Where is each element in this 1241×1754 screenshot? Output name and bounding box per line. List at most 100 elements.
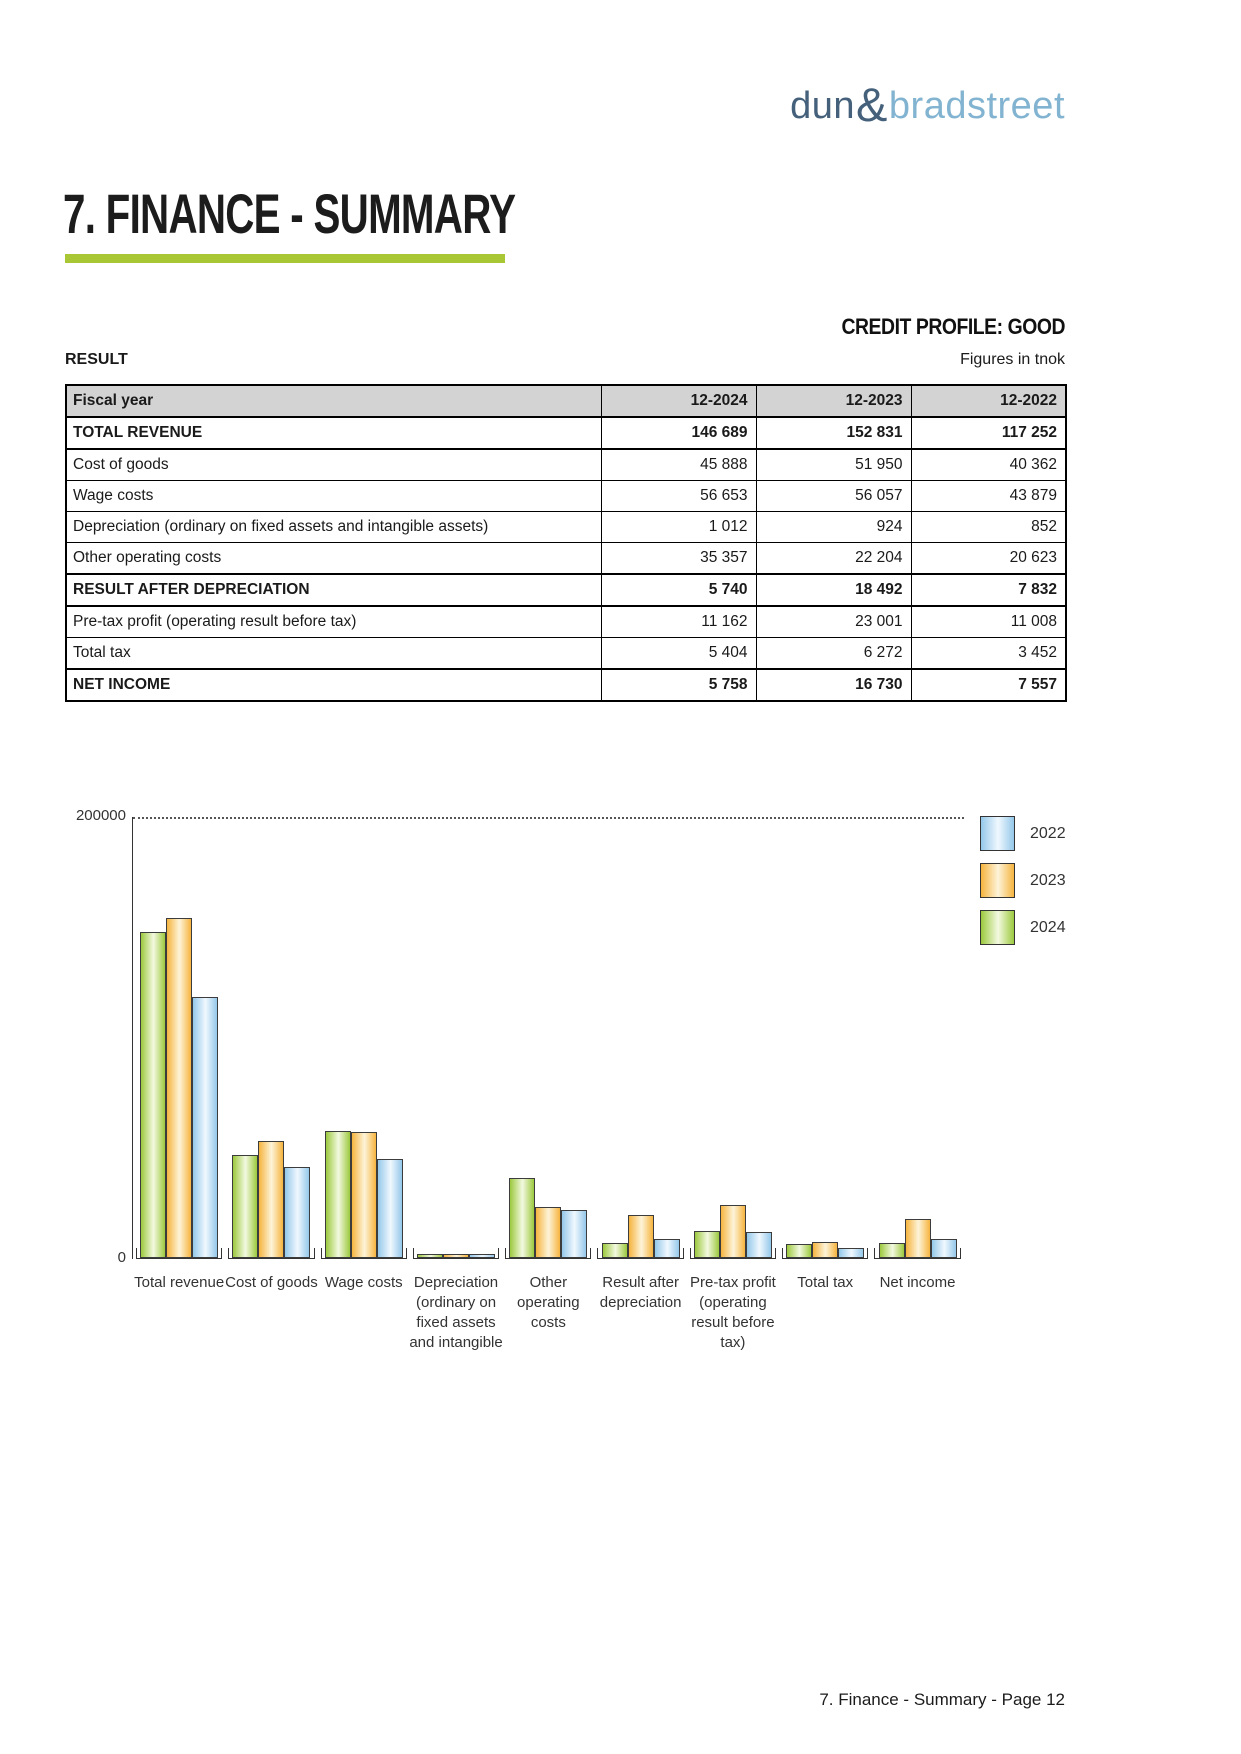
row-label-cell: Depreciation (ordinary on fixed assets a… [65, 511, 602, 543]
legend-item-2022: 2022 [980, 816, 1066, 851]
table-row: Wage costs 56 653 56 057 43 879 [65, 480, 1067, 512]
value-cell: 6 272 [755, 637, 912, 670]
legend-swatch-2022 [980, 816, 1015, 851]
table-row: Other operating costs 35 357 22 204 20 623 [65, 542, 1067, 575]
bar-2024 [693, 1230, 720, 1258]
bar-2023 [627, 1214, 654, 1258]
bar-2023 [258, 1140, 285, 1258]
axis-group-bracket [412, 1248, 500, 1259]
table-row: Total tax 5 404 6 272 3 452 [65, 637, 1067, 670]
bar-2022 [653, 1238, 680, 1258]
value-cell: 5 758 [600, 668, 757, 702]
bar-2023 [719, 1204, 746, 1258]
category-label: Depreciation (ordinary on fixed assets and … [409, 1274, 503, 1351]
value-cell: 20 623 [910, 542, 1067, 575]
category-label: Cost of goods [225, 1274, 318, 1291]
table-head: Fiscal year 12-2024 12-2023 12-2022 [65, 384, 1067, 418]
value-cell: 16 730 [755, 668, 912, 702]
bar-2022 [561, 1209, 588, 1258]
legend-label: 2022 [1030, 824, 1066, 842]
legend-label: 2023 [1030, 871, 1066, 889]
axis-group-bracket [136, 1248, 223, 1259]
fiscal-year-column-header: 12-2023 [755, 384, 912, 418]
chart-group: Cost of goods [225, 817, 318, 1291]
bar-2024 [140, 931, 167, 1258]
bar-2023 [350, 1131, 377, 1258]
bar-2023 [443, 1253, 470, 1258]
axis-group-bracket [320, 1248, 407, 1259]
dun-bradstreet-logo: dun&bradstreet [790, 74, 1065, 131]
y-axis-zero-label: 0 [117, 1249, 126, 1266]
chart-group: Other operating costs [502, 817, 594, 1331]
chart-group: Total tax [779, 817, 871, 1291]
result-bar-chart: 200000 0 Total revenue Cost of goods Wage … [0, 780, 1241, 1420]
value-cell: 152 831 [755, 416, 912, 450]
chart-group: Depreciation (ordinary on fixed assets and … [409, 817, 503, 1351]
legend-item-2023: 2023 [980, 863, 1066, 898]
row-label-cell: RESULT AFTER DEPRECIATION [65, 573, 602, 607]
row-label-cell: Pre-tax profit (operating result before … [65, 605, 602, 638]
page-footer: 7. Finance - Summary - Page 12 [819, 1690, 1065, 1709]
legend-swatch-2024 [980, 910, 1015, 945]
axis-group-bracket [228, 1248, 315, 1259]
category-label: Pre-tax profit (operating result before tax… [689, 1274, 776, 1351]
row-label-cell: NET INCOME [65, 668, 602, 702]
bar-2023 [535, 1206, 562, 1258]
bar-2022 [284, 1166, 311, 1258]
bar-2023 [166, 917, 193, 1258]
category-label: Other operating costs [517, 1274, 580, 1331]
value-cell: 7 557 [910, 668, 1067, 702]
legend-label: 2024 [1030, 918, 1066, 936]
legend-swatch-2023 [980, 863, 1015, 898]
bar-2022 [930, 1238, 957, 1258]
value-cell: 40 362 [910, 448, 1067, 481]
table-header-row: Fiscal year 12-2024 12-2023 12-2022 [65, 384, 1067, 418]
value-cell: 5 740 [600, 573, 757, 607]
chart-group: Pre-tax profit (operating result before tax… [687, 817, 779, 1351]
result-section-label: RESULT [65, 351, 128, 368]
page-title: 7. FINANCE - SUMMARY [63, 182, 516, 245]
bar-2022 [838, 1247, 865, 1258]
value-cell: 1 012 [600, 511, 757, 543]
value-cell: 117 252 [910, 416, 1067, 450]
title-rule [65, 254, 505, 263]
bar-2024 [509, 1177, 536, 1258]
gridline-200000 [133, 817, 964, 819]
value-cell: 5 404 [600, 637, 757, 670]
table-row: Cost of goods 45 888 51 950 40 362 [65, 448, 1067, 481]
value-cell: 23 001 [755, 605, 912, 638]
chart-group: Net income [871, 817, 963, 1291]
category-label: Total tax [797, 1274, 854, 1291]
chart-groups: Total revenue Cost of goods Wage costs Depr… [133, 817, 964, 1351]
row-label-cell: TOTAL REVENUE [65, 416, 602, 450]
row-label-cell: Cost of goods [65, 448, 602, 481]
value-cell: 22 204 [755, 542, 912, 575]
value-cell: 35 357 [600, 542, 757, 575]
value-cell: 43 879 [910, 480, 1067, 512]
figures-unit-note: Figures in tnok [960, 351, 1065, 368]
category-label: Wage costs [324, 1274, 403, 1291]
chart-plot-area: Total revenue Cost of goods Wage costs Depr… [132, 817, 964, 1351]
value-cell: 3 452 [910, 637, 1067, 670]
row-label-cell: Total tax [65, 637, 602, 670]
bar-2024 [417, 1253, 444, 1258]
legend-item-2024: 2024 [980, 910, 1066, 945]
row-label-cell: Wage costs [65, 480, 602, 512]
bar-2023 [812, 1241, 839, 1258]
table-row: TOTAL REVENUE 146 689 152 831 117 252 [65, 416, 1067, 450]
axis-group-bracket [874, 1248, 961, 1259]
axis-group-bracket [689, 1248, 777, 1259]
fiscal-year-label: Fiscal year [65, 384, 602, 418]
bar-2023 [904, 1218, 931, 1258]
value-cell: 56 653 [600, 480, 757, 512]
value-cell: 51 950 [755, 448, 912, 481]
logo-bradstreet-text: bradstreet [888, 85, 1065, 127]
axis-group-bracket [782, 1248, 869, 1259]
bar-2024 [324, 1130, 351, 1258]
credit-profile-status: CREDIT PROFILE: GOOD [841, 314, 1065, 339]
fiscal-year-column-header: 12-2024 [600, 384, 757, 418]
category-label: Net income [879, 1274, 956, 1291]
table-row: NET INCOME 5 758 16 730 7 557 [65, 668, 1067, 702]
table-row: RESULT AFTER DEPRECIATION 5 740 18 492 7 83… [65, 573, 1067, 607]
